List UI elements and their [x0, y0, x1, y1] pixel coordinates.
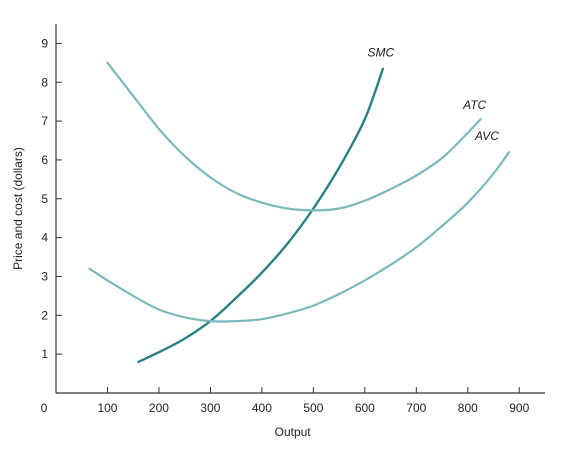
y-tick-label: 6: [41, 153, 48, 167]
series-labels: SMC ATC AVC: [368, 46, 500, 144]
y-tick-label: 7: [41, 114, 48, 128]
x-tick-label: 900: [509, 401, 529, 415]
series-lines: [88, 61, 511, 364]
atc-label: ATC: [462, 98, 486, 112]
axes: [55, 24, 545, 394]
y-tick-label: 4: [41, 231, 48, 245]
x-tick-label: 800: [458, 401, 478, 415]
y-axis-ticks: 1 2 3 4 5 6 7 8 9: [41, 36, 62, 361]
smc-label: SMC: [368, 46, 395, 60]
x-axis-title: Output: [275, 425, 312, 439]
avc-curve: [88, 151, 511, 323]
smc-curve: [137, 67, 385, 364]
atc-curve: [106, 61, 482, 212]
x-tick-label: 500: [303, 401, 323, 415]
x-tick-label: 700: [406, 401, 426, 415]
y-tick-label: 3: [41, 269, 48, 283]
y-tick-label: 5: [41, 192, 48, 206]
avc-label: AVC: [474, 129, 499, 143]
x-tick-label: 100: [97, 401, 117, 415]
y-axis-title: Price and cost (dollars): [11, 147, 25, 270]
x-tick-label: 0: [41, 401, 48, 415]
y-tick-label: 8: [41, 75, 48, 89]
y-tick-label: 1: [41, 347, 48, 361]
x-tick-label: 300: [200, 401, 220, 415]
x-tick-label: 400: [252, 401, 272, 415]
x-tick-label: 200: [149, 401, 169, 415]
x-axis-ticks: 0 100 200 300 400 500 600 700 800 900: [41, 387, 530, 415]
y-tick-label: 9: [41, 36, 48, 50]
y-tick-label: 2: [41, 308, 48, 322]
x-tick-label: 600: [355, 401, 375, 415]
